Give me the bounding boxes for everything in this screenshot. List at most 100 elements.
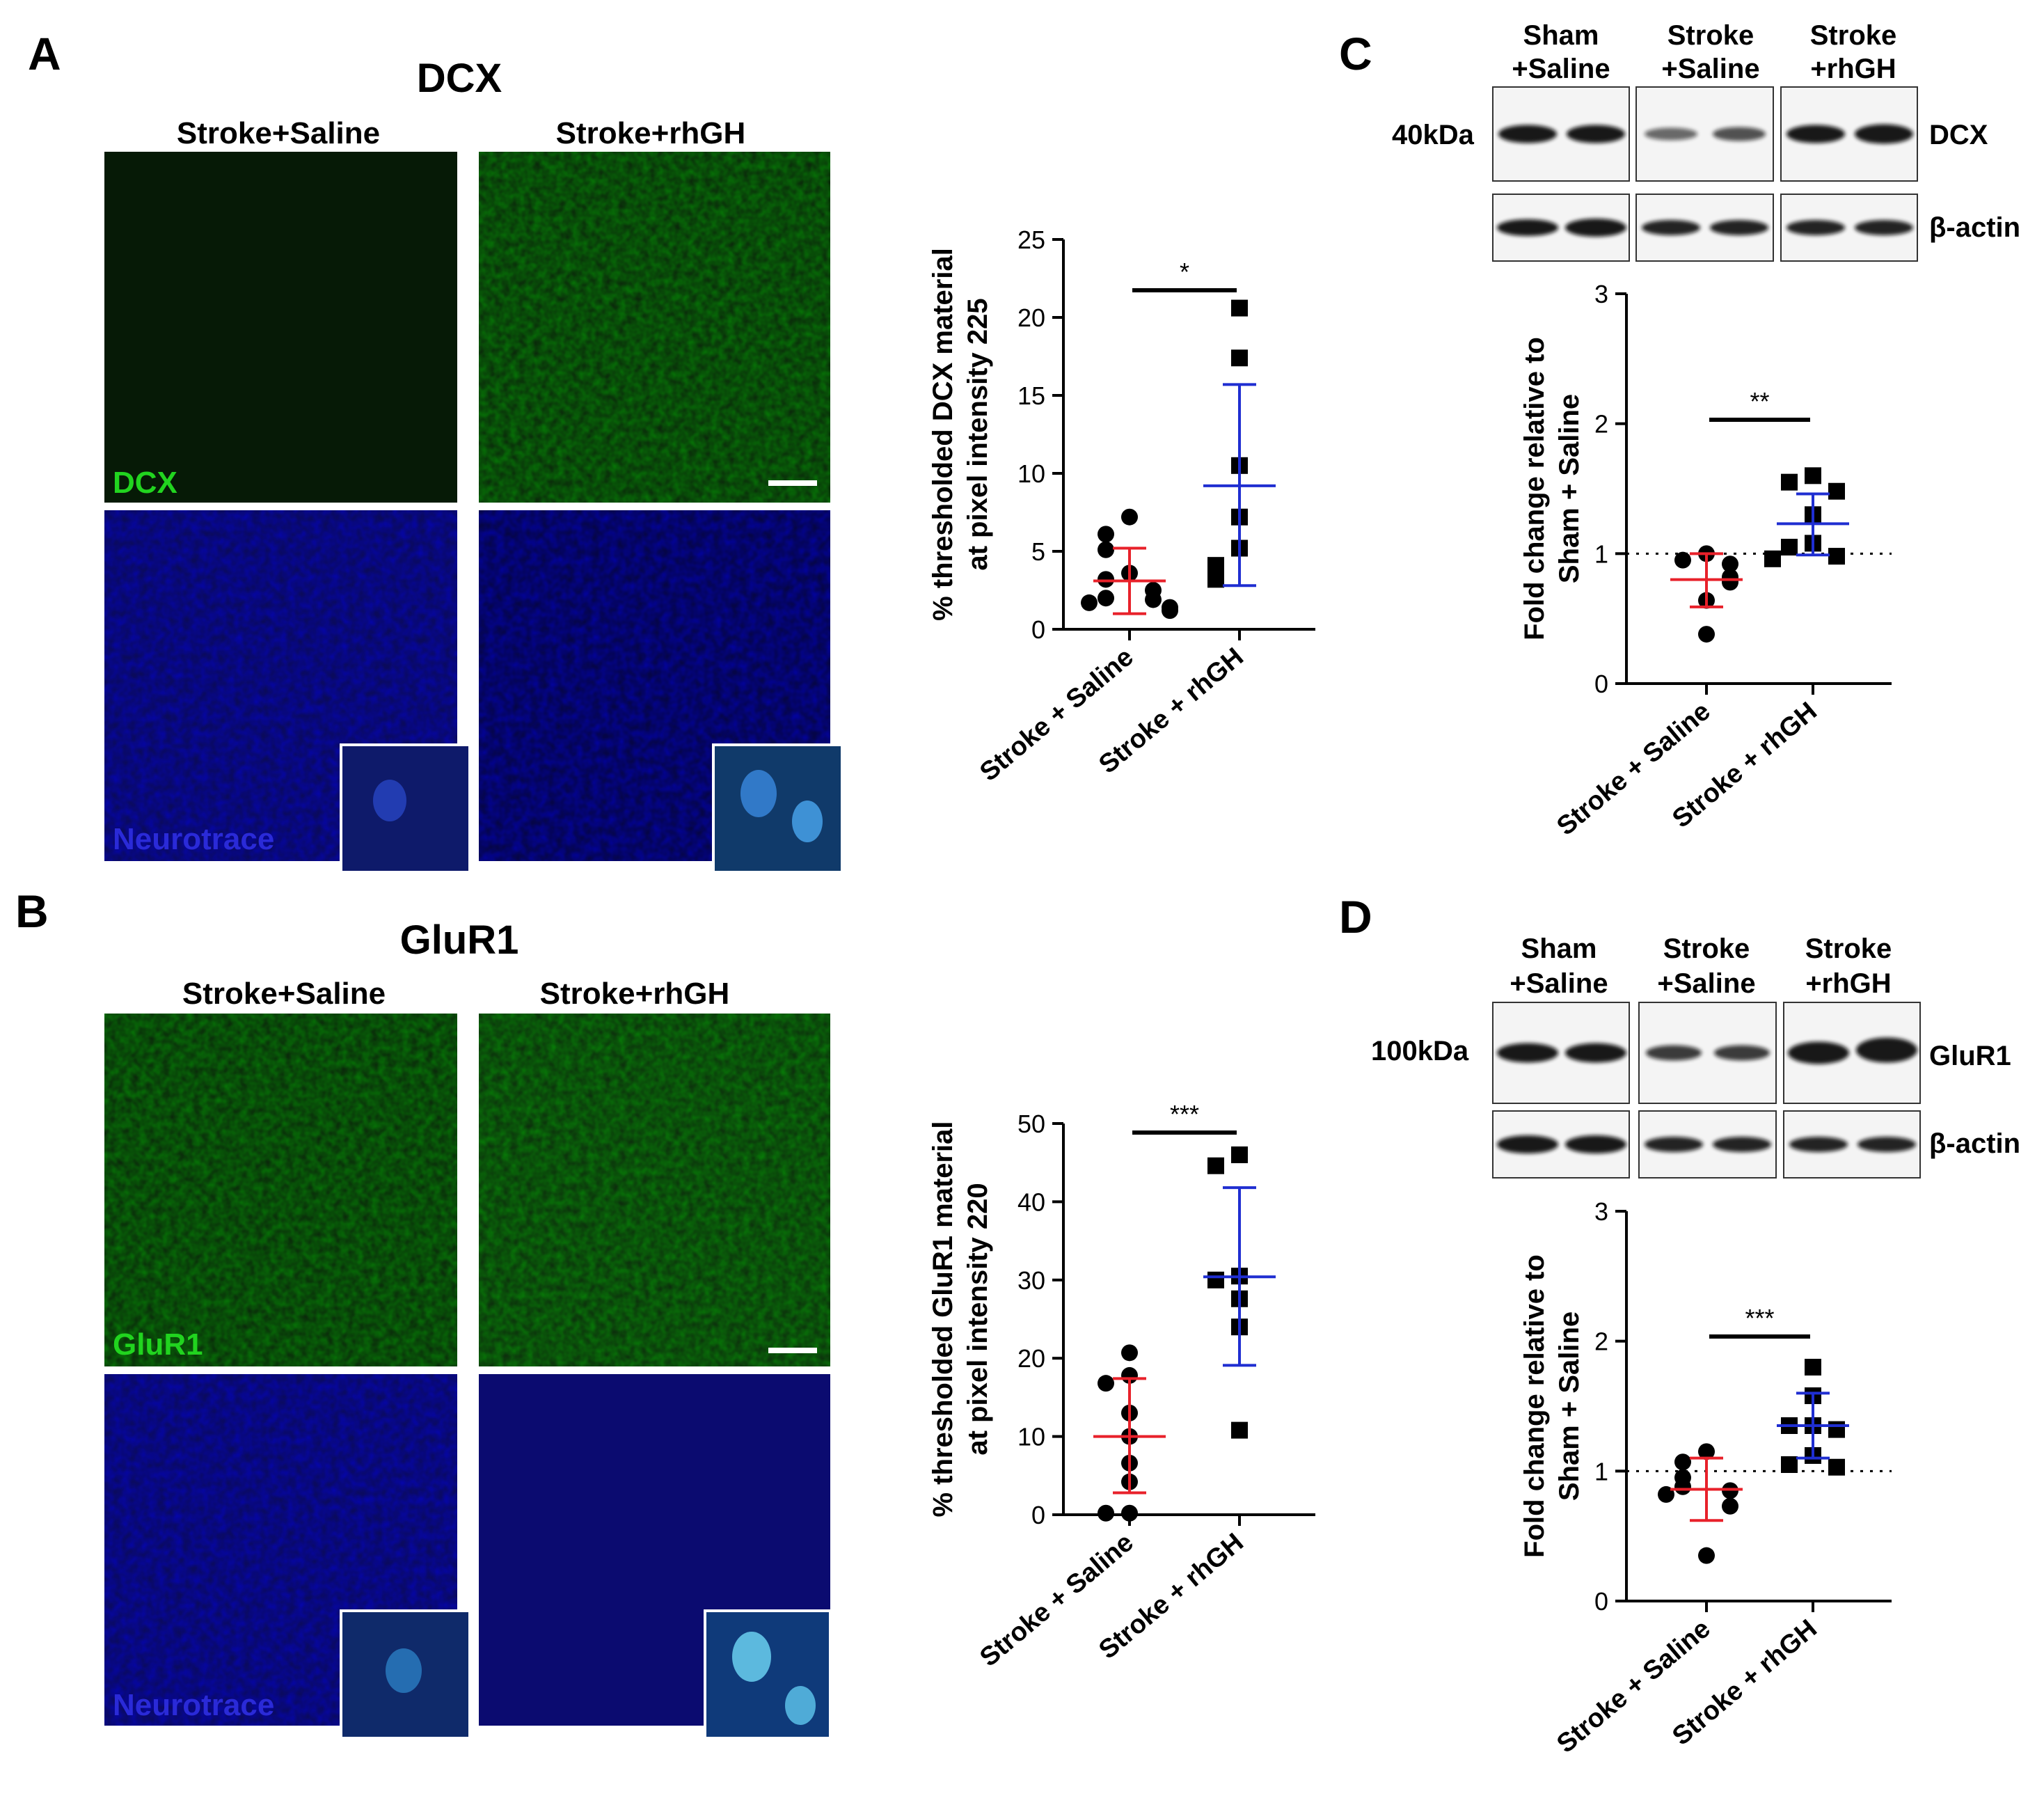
panel-b-col-label-rhgh: Stroke+rhGH xyxy=(540,977,730,1011)
y-tick-label: 1 xyxy=(1594,1457,1608,1485)
data-point-rhgh xyxy=(1781,473,1798,491)
inset-cell xyxy=(373,780,406,821)
data-point-saline xyxy=(1722,555,1738,573)
data-point-saline xyxy=(1098,571,1114,588)
data-point-saline xyxy=(1722,1497,1738,1515)
y-tick-label: 3 xyxy=(1594,280,1608,308)
y-axis-title-line2: at pixel intensity 225 xyxy=(962,298,993,570)
inset-cell xyxy=(386,1648,422,1693)
blot-band xyxy=(1497,219,1558,236)
data-point-rhgh xyxy=(1828,1421,1845,1438)
blot-band xyxy=(1497,1043,1558,1063)
panel-a-letter: A xyxy=(28,28,61,79)
lane-label-stroke-saline: Stroke xyxy=(1663,933,1750,964)
data-point-saline xyxy=(1121,1504,1138,1522)
data-point-rhgh xyxy=(1207,557,1224,574)
data-point-saline xyxy=(1698,1547,1715,1564)
y-tick-label: 2 xyxy=(1594,410,1608,439)
data-point-saline xyxy=(1098,526,1114,543)
inset-cell xyxy=(785,1686,816,1725)
data-point-rhgh xyxy=(1207,571,1224,588)
blot-band xyxy=(1565,219,1626,237)
inset-cell xyxy=(732,1632,771,1682)
glur1-rhgh-texture xyxy=(479,1014,830,1366)
band-label-glur1: GluR1 xyxy=(1929,1041,2011,1071)
y-tick-label: 1 xyxy=(1594,539,1608,568)
data-point-saline xyxy=(1674,1478,1691,1495)
mw-marker-d: 100kDa xyxy=(1371,1036,1469,1066)
panel-d-blot: D Sham +Saline Stroke +Saline Stroke +rh… xyxy=(1339,891,2020,1159)
data-point-rhgh xyxy=(1828,1458,1845,1476)
panel-c-blot: C Sham +Saline Stroke +Saline Stroke +rh… xyxy=(1339,20,2020,243)
data-point-saline xyxy=(1698,1443,1715,1460)
significance-label: *** xyxy=(1745,1304,1774,1332)
panel-b-images: B GluR1 Stroke+Saline Stroke+rhGH GluR1 … xyxy=(15,885,832,1740)
blot-band xyxy=(1789,1137,1848,1152)
blot-band xyxy=(1710,220,1768,235)
y-tick-label: 5 xyxy=(1031,537,1045,566)
data-point-rhgh xyxy=(1828,482,1845,500)
blot-band xyxy=(1645,1137,1703,1152)
data-point-saline xyxy=(1162,602,1178,620)
data-point-rhgh xyxy=(1207,1271,1224,1288)
blot-band xyxy=(1855,220,1913,235)
glur1-stain-label: GluR1 xyxy=(113,1327,203,1362)
lane-label-sham: Sham xyxy=(1521,933,1597,964)
blot-band xyxy=(1857,1137,1916,1152)
dcx-rhgh-texture xyxy=(479,152,830,503)
dcx-saline-image xyxy=(104,152,457,503)
panel-a-title: DCX xyxy=(417,56,502,101)
y-axis-title-line1: Fold change relative to xyxy=(1519,337,1550,640)
data-point-saline xyxy=(1674,1453,1691,1471)
y-tick-label: 2 xyxy=(1594,1327,1608,1356)
panel-c-letter: C xyxy=(1339,28,1372,79)
blot-band xyxy=(1565,1043,1626,1063)
y-tick-label: 0 xyxy=(1031,615,1045,644)
y-tick-label: 3 xyxy=(1594,1197,1608,1226)
blot-band xyxy=(1714,1045,1770,1061)
glur1-saline-texture xyxy=(104,1014,457,1366)
scale-bar-a xyxy=(768,480,817,486)
lane-label-sham-2: +Saline xyxy=(1510,968,1608,999)
data-point-saline xyxy=(1698,626,1715,643)
y-axis-title-line2: Sham + Saline xyxy=(1554,394,1585,583)
blot-band xyxy=(1646,1045,1702,1061)
lane-label-stroke-rhgh-2: +rhGH xyxy=(1810,54,1896,84)
inset-cell xyxy=(792,801,823,842)
y-tick-label: 10 xyxy=(1017,1423,1045,1451)
data-point-saline xyxy=(1098,541,1114,558)
panel-a-col-label-rhgh: Stroke+rhGH xyxy=(556,116,746,150)
data-point-saline xyxy=(1081,594,1098,611)
y-axis-title-line2: Sham + Saline xyxy=(1554,1311,1585,1501)
y-tick-label: 20 xyxy=(1017,304,1045,332)
data-point-saline xyxy=(1098,1504,1114,1522)
scale-bar-b xyxy=(768,1348,817,1353)
inset-rhgh-a xyxy=(712,743,843,874)
blot-band xyxy=(1713,127,1766,141)
y-axis-title-line1: % thresholded GluR1 material xyxy=(928,1121,958,1517)
data-point-rhgh xyxy=(1805,1359,1821,1376)
panel-b-col-label-saline: Stroke+Saline xyxy=(182,977,386,1011)
blot-band xyxy=(1498,125,1557,143)
data-point-saline xyxy=(1121,508,1138,526)
blot-band xyxy=(1856,1037,1917,1063)
panel-b-title: GluR1 xyxy=(400,917,519,963)
data-point-saline xyxy=(1145,591,1162,608)
y-tick-label: 30 xyxy=(1017,1266,1045,1295)
neurotrace-stain-label-b: Neurotrace xyxy=(113,1688,274,1722)
blot-band xyxy=(1645,127,1697,141)
significance-label: *** xyxy=(1170,1100,1199,1128)
y-tick-label: 0 xyxy=(1031,1501,1045,1529)
blot-bands xyxy=(1492,86,1921,1179)
blot-band xyxy=(1567,125,1625,143)
y-axis-title-line2: at pixel intensity 220 xyxy=(962,1183,993,1455)
y-tick-label: 20 xyxy=(1017,1344,1045,1373)
data-point-rhgh xyxy=(1805,467,1821,484)
lane-label-sham: Sham xyxy=(1523,20,1599,51)
band-label-dcx: DCX xyxy=(1929,120,1988,150)
y-tick-label: 10 xyxy=(1017,459,1045,488)
significance-label: * xyxy=(1180,258,1189,286)
